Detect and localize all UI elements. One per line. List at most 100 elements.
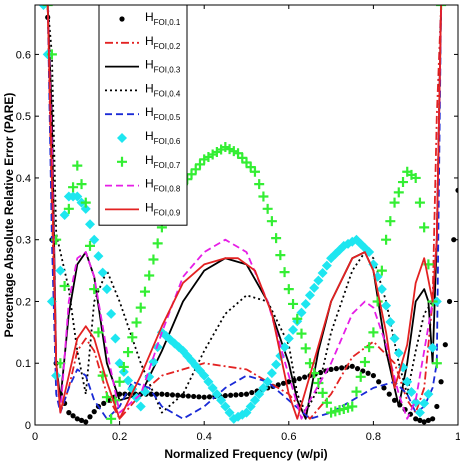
data-point <box>389 333 400 344</box>
data-point <box>402 376 413 387</box>
data-point <box>80 197 91 208</box>
data-point <box>78 417 85 423</box>
data-point <box>72 191 83 202</box>
data-point <box>222 393 228 399</box>
data-point <box>386 391 392 397</box>
data-point <box>381 300 392 311</box>
legend-label: HFOI,0.5 <box>145 105 181 122</box>
legend: HFOI,0.1 HFOI,0.2 HFOI,0.3 HFOI,0.4 HFOI,0.5… <box>98 4 188 226</box>
data-point <box>271 233 282 244</box>
data-point <box>364 247 375 258</box>
data-point <box>351 386 362 397</box>
data-point <box>446 298 453 305</box>
data-point <box>419 398 430 409</box>
data-point <box>164 391 170 398</box>
data-point <box>385 317 396 328</box>
data-point <box>101 284 112 295</box>
data-point <box>101 400 107 406</box>
data-point <box>38 5 49 10</box>
y-tick-label: 0.5 <box>16 111 31 123</box>
data-point <box>224 407 235 418</box>
data-point <box>114 358 125 369</box>
legend-box <box>98 4 188 226</box>
data-point <box>241 407 252 418</box>
data-point <box>148 254 159 265</box>
legend-label: HFOI,0.8 <box>145 177 181 194</box>
data-point <box>300 343 311 354</box>
data-point <box>317 387 328 398</box>
y-tick-label: 0.3 <box>16 235 31 247</box>
data-point <box>309 282 320 293</box>
data-point <box>451 237 457 243</box>
series-line <box>46 5 442 420</box>
data-point <box>91 409 97 415</box>
data-point <box>347 401 358 412</box>
data-point <box>220 401 231 412</box>
data-point <box>398 177 409 188</box>
data-point <box>207 382 218 393</box>
data-point <box>328 366 334 373</box>
data-point <box>131 317 142 328</box>
data-point <box>266 368 277 379</box>
data-point <box>233 392 239 398</box>
data-point <box>169 392 176 398</box>
series-foi-0-8 <box>46 5 442 420</box>
data-point <box>106 413 117 424</box>
plot-frame <box>34 4 459 426</box>
data-point <box>144 270 155 281</box>
data-point <box>283 284 294 295</box>
data-point <box>359 357 370 367</box>
data-point <box>355 371 366 382</box>
data-point <box>118 361 129 372</box>
data-point <box>243 391 250 397</box>
legend-marker <box>119 16 125 22</box>
data-point <box>123 375 134 386</box>
data-point <box>201 394 207 400</box>
legend-entry: HFOI,0.5 <box>105 105 181 122</box>
legend-marker <box>117 133 127 143</box>
data-point <box>93 251 104 262</box>
data-point <box>321 260 332 271</box>
data-point <box>59 210 70 220</box>
data-point <box>280 380 287 386</box>
data-point <box>206 394 213 400</box>
data-point <box>442 342 448 348</box>
series-line <box>46 5 442 420</box>
data-point <box>97 267 108 278</box>
data-point <box>427 342 438 353</box>
data-point <box>300 298 311 309</box>
legend-label: HFOI,0.7 <box>145 153 181 170</box>
data-point <box>74 416 80 422</box>
data-point <box>106 308 117 319</box>
data-point <box>406 387 417 398</box>
data-point <box>76 179 87 190</box>
data-point <box>89 234 100 245</box>
data-point <box>203 376 214 387</box>
legend-entry: HFOI,0.9 <box>105 200 181 217</box>
data-point <box>286 379 292 385</box>
data-point <box>321 397 332 408</box>
data-point <box>238 391 244 398</box>
data-point <box>211 389 222 400</box>
data-point <box>296 307 307 318</box>
data-point <box>425 417 431 423</box>
data-point <box>66 410 72 416</box>
data-point <box>455 187 458 193</box>
data-point <box>414 407 425 418</box>
data-point <box>410 172 421 183</box>
data-point <box>254 179 265 190</box>
data-point <box>144 371 155 382</box>
legend-entry: HFOI,0.1 <box>119 10 181 27</box>
data-point <box>296 376 302 382</box>
data-point <box>393 347 404 358</box>
axes-layer: 0 0.2 0.4 0.6 0.8 1 0 0.1 0.2 0.3 0.4 0.5 0.6 <box>16 5 460 443</box>
data-point <box>123 347 134 358</box>
data-point <box>292 313 303 324</box>
data-point <box>249 166 260 177</box>
legend-marker <box>117 156 127 167</box>
x-tick-label: 0.8 <box>366 431 381 443</box>
legend-entry: HFOI,0.6 <box>117 129 181 146</box>
data-point <box>376 265 387 276</box>
data-point <box>288 298 299 309</box>
data-point <box>262 376 273 387</box>
